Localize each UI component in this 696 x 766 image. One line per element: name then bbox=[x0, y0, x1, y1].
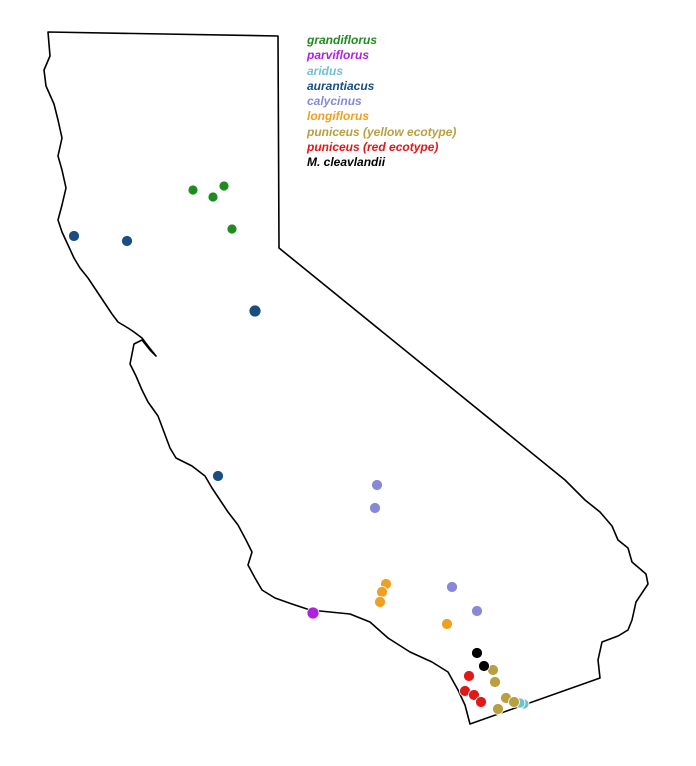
legend-puniceus-red: puniceus (red ecotype) bbox=[307, 140, 439, 155]
legend-grandiflorus: grandiflorus bbox=[307, 33, 378, 47]
aurantiacus-marker bbox=[121, 235, 133, 247]
legend-parviflorus: parviflorus bbox=[307, 48, 370, 63]
calycinus-marker bbox=[446, 581, 458, 593]
puniceus-yellow-marker bbox=[492, 703, 504, 715]
grandiflorus-marker bbox=[207, 191, 219, 203]
grandiflorus-marker bbox=[226, 223, 238, 235]
calycinus-marker bbox=[369, 502, 381, 514]
puniceus-red-marker bbox=[463, 670, 475, 682]
puniceus-yellow-marker bbox=[489, 676, 501, 688]
legend-puniceus-yellow: puniceus (yellow ecotype) bbox=[307, 124, 457, 139]
cleavlandii-marker bbox=[471, 647, 483, 659]
legend-aurantiacus: aurantiacus bbox=[307, 78, 375, 93]
calycinus-marker bbox=[471, 605, 483, 617]
aurantiacus-marker bbox=[68, 230, 80, 242]
legend-calycinus: calycinus bbox=[307, 94, 362, 109]
legend: grandiflorus parviflorus aridus aurantia… bbox=[307, 33, 456, 171]
puniceus-red-marker bbox=[468, 689, 480, 701]
longiflorus-marker bbox=[441, 618, 453, 630]
aurantiacus-marker bbox=[212, 470, 224, 482]
grandiflorus-marker bbox=[187, 184, 199, 196]
puniceus-red-marker bbox=[475, 696, 487, 708]
aurantiacus-marker bbox=[248, 304, 262, 318]
grandiflorus-marker bbox=[218, 180, 230, 192]
legend-aridus: aridus bbox=[307, 63, 344, 78]
longiflorus-marker bbox=[374, 596, 386, 608]
puniceus-yellow-marker bbox=[508, 696, 520, 708]
california-outline bbox=[43, 31, 649, 725]
parviflorus-marker bbox=[306, 606, 320, 620]
legend-longiflorus: longiflorus bbox=[307, 109, 369, 124]
longiflorus-marker bbox=[376, 586, 388, 598]
calycinus-marker bbox=[371, 479, 383, 491]
legend-cleavlandii: M. cleavlandii bbox=[307, 155, 386, 170]
cleavlandii-marker bbox=[478, 660, 490, 672]
